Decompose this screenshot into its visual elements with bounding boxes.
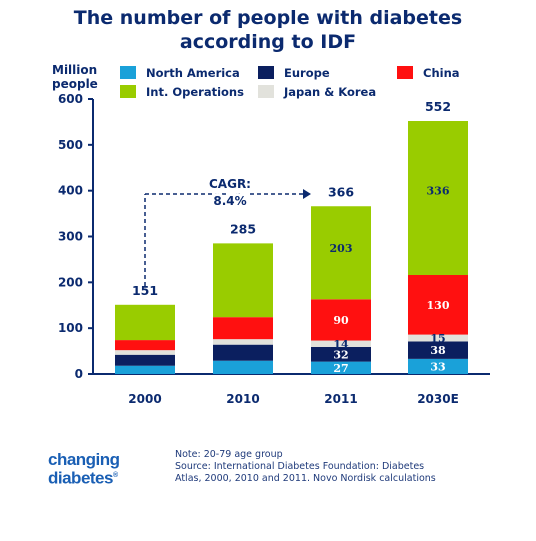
bar-segment-japan-korea [213, 339, 273, 345]
y-tick-label: 400 [58, 184, 83, 198]
cagr-label-line2: 8.4% [213, 194, 246, 208]
logo-line1: changing [48, 450, 120, 469]
y-tick-label: 0 [75, 367, 83, 381]
bar-segment-europe [311, 346, 371, 362]
bar-segment-int-operations [408, 121, 468, 275]
bar-total-label: 151 [132, 283, 158, 298]
footnote: Note: 20-79 age group Source: Internatio… [175, 449, 475, 485]
bar-segment-europe [213, 344, 273, 361]
y-tick-label: 300 [58, 230, 83, 244]
cagr-arrow-head [303, 189, 311, 199]
x-tick-label: 2000 [128, 392, 161, 406]
legend-label-north-america: North America [146, 66, 240, 80]
bar-segment-int-operations [311, 206, 371, 300]
data-label-japan-korea: 15 [430, 332, 445, 345]
bar-segment-int-operations [115, 304, 175, 341]
legend-swatch-north-america [120, 66, 136, 79]
legend-label-europe: Europe [284, 66, 330, 80]
data-label-int-operations: 336 [427, 184, 450, 197]
data-label-japan-korea: 14 [333, 338, 349, 351]
bar-segment-north-america [213, 360, 273, 374]
x-tick-label: 2011 [324, 392, 357, 406]
x-tick-label: 2030E [417, 392, 459, 406]
bar-segment-north-america [115, 365, 175, 374]
bar-segment-japan-korea [408, 334, 468, 342]
bar-segment-japan-korea [311, 340, 371, 347]
legend-label-china: China [423, 66, 460, 80]
data-label-europe: 32 [333, 348, 348, 361]
bar-total-label: 285 [230, 221, 256, 236]
cagr-annotation: CAGR:CAGR:8.4%8.4% [144, 174, 311, 286]
footnote-line2: Source: International Diabetes Foundatio… [175, 461, 425, 472]
bar-segment-north-america [311, 361, 371, 374]
legend-swatch-int-operations [120, 85, 136, 98]
y-axis-label-line1: Million [52, 63, 97, 77]
x-tick-label: 2010 [226, 392, 259, 406]
y-tick-label: 500 [58, 138, 83, 152]
chart-title: The number of people with diabetes accor… [0, 6, 536, 54]
cagr-label-line1: CAGR: [209, 177, 251, 191]
legend-label-int-operations: Int. Operations [146, 85, 244, 99]
bar-total-label: 366 [328, 184, 354, 199]
y-tick-label: 100 [58, 321, 83, 335]
bar-segment-europe [115, 354, 175, 366]
legend-swatch-japan-korea [258, 85, 274, 98]
footnote-line1: Note: 20-79 age group [175, 449, 283, 460]
bars [115, 121, 468, 374]
bar-segment-china [311, 299, 371, 341]
changing-diabetes-logo: changing diabetes® [48, 450, 120, 488]
bar-segment-int-operations [213, 243, 273, 318]
y-tick-label: 600 [58, 92, 83, 106]
legend-swatch-china [397, 66, 413, 79]
legend-swatch-europe [258, 66, 274, 79]
logo-mark: ® [112, 472, 118, 479]
data-label-north-america: 33 [430, 360, 445, 373]
y-axis-label-line2: people [52, 77, 98, 91]
bar-segment-china [408, 275, 468, 335]
chart-title-line1: The number of people with diabetes [73, 7, 463, 29]
data-label-china: 130 [427, 299, 450, 312]
logo-line2: diabetes [48, 468, 113, 488]
bar-segment-china [115, 340, 175, 351]
legend: North America Europe China Int. Operations J… [120, 66, 460, 99]
bar-segment-europe [408, 341, 468, 359]
data-label-china: 90 [333, 314, 349, 327]
data-label-int-operations: 203 [330, 242, 353, 255]
bar-segment-north-america [408, 358, 468, 374]
footnote-line3: Atlas, 2000, 2010 and 2011. Novo Nordisk… [175, 473, 436, 484]
bar-total-label: 552 [425, 99, 451, 114]
legend-label-japan-korea: Japan & Korea [283, 85, 376, 99]
cagr-value-backdrop: 8.4% [213, 194, 246, 208]
bar-segment-japan-korea [115, 350, 175, 355]
cagr-label-backdrop: CAGR: [209, 177, 251, 191]
data-label-north-america: 27 [333, 362, 348, 375]
chart-title-line2: according to IDF [179, 31, 357, 53]
data-label-europe: 38 [430, 344, 446, 357]
y-tick-label: 200 [58, 275, 83, 289]
bar-segment-china [213, 317, 273, 340]
